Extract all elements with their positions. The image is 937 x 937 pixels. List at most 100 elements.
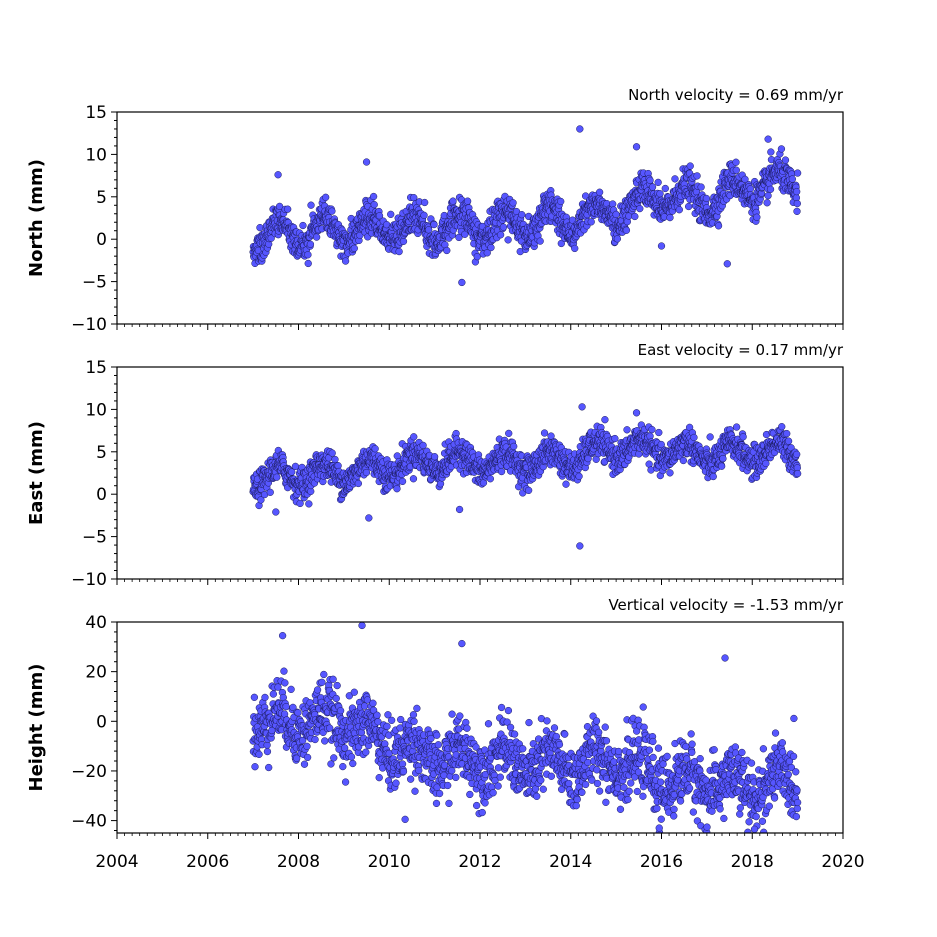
data-point (375, 774, 383, 782)
data-point (636, 204, 644, 213)
data-point (444, 781, 452, 790)
data-point (370, 201, 378, 209)
data-point (519, 745, 527, 753)
y-tick-label: 10 (85, 400, 107, 420)
data-point (321, 737, 329, 745)
data-point (265, 763, 273, 772)
data-point (373, 711, 381, 719)
data-point (341, 257, 350, 265)
data-point (571, 244, 579, 253)
data-point (609, 200, 617, 208)
data-point (257, 496, 265, 504)
data-point (565, 779, 573, 788)
outlier-point (274, 171, 282, 179)
data-point (419, 441, 427, 450)
data-point (494, 782, 502, 790)
y-tick-label: 5 (96, 188, 107, 208)
data-point (328, 207, 336, 215)
data-point (592, 717, 601, 725)
data-point (719, 454, 727, 463)
data-point (415, 766, 423, 775)
data-point (613, 235, 622, 243)
data-point (410, 194, 418, 202)
data-point (732, 158, 740, 166)
data-point (505, 429, 513, 438)
data-point (421, 198, 429, 207)
data-point (793, 469, 802, 478)
data-point (430, 220, 438, 229)
data-point (456, 712, 464, 720)
data-point (497, 703, 506, 712)
data-point (327, 760, 335, 768)
data-point (686, 162, 694, 170)
data-point (624, 795, 632, 804)
data-point (763, 199, 771, 207)
outlier-point (632, 143, 641, 151)
data-point (328, 449, 336, 457)
y-tick-label: 10 (85, 145, 107, 165)
data-point (557, 197, 565, 206)
data-point (646, 176, 654, 184)
data-point (318, 678, 326, 686)
data-point (602, 737, 611, 745)
data-point (679, 456, 688, 465)
data-point (764, 192, 772, 200)
data-point (399, 237, 408, 246)
outlier-point (657, 242, 666, 250)
data-point (762, 459, 770, 468)
data-point (793, 187, 801, 196)
data-point (320, 670, 328, 679)
data-point (788, 175, 796, 183)
velocity-annotation: North velocity = 0.69 mm/yr (628, 86, 844, 104)
data-point (623, 426, 631, 434)
data-point (781, 156, 790, 164)
data-point (473, 253, 481, 261)
data-point (388, 716, 396, 724)
data-point (584, 454, 592, 463)
data-point (555, 740, 564, 749)
data-point (289, 703, 297, 712)
data-point (433, 731, 441, 739)
data-point (341, 778, 350, 786)
data-point (298, 736, 307, 745)
data-point (349, 759, 357, 768)
data-point (313, 686, 322, 694)
data-point (255, 750, 263, 758)
data-point (448, 767, 456, 775)
data-point (287, 685, 295, 693)
data-point (614, 747, 623, 756)
data-point (622, 226, 631, 234)
data-point (274, 683, 282, 691)
data-point (783, 429, 791, 438)
data-point (697, 183, 705, 191)
data-point (282, 703, 290, 711)
data-point (293, 754, 301, 762)
data-point (550, 724, 559, 732)
data-point (635, 450, 643, 458)
y-tick-label: −10 (71, 315, 107, 335)
data-point (303, 742, 311, 750)
data-point (399, 767, 408, 776)
data-point (296, 499, 304, 508)
data-point (387, 210, 395, 218)
velocity-annotation: East velocity = 0.17 mm/yr (638, 341, 844, 359)
data-point (449, 197, 457, 205)
data-point (572, 802, 580, 810)
data-point (709, 472, 717, 481)
data-point (573, 795, 581, 804)
data-point (504, 236, 512, 244)
scatter-points (249, 125, 802, 287)
data-point (537, 776, 545, 784)
data-point (648, 183, 657, 191)
data-point (753, 213, 761, 221)
axes-frame (116, 111, 844, 325)
data-point (305, 500, 313, 508)
data-point (739, 433, 747, 441)
data-point (299, 221, 307, 230)
outlier-point (632, 409, 641, 417)
scatter-points (249, 403, 802, 550)
data-point (354, 479, 363, 488)
data-point (350, 688, 358, 696)
